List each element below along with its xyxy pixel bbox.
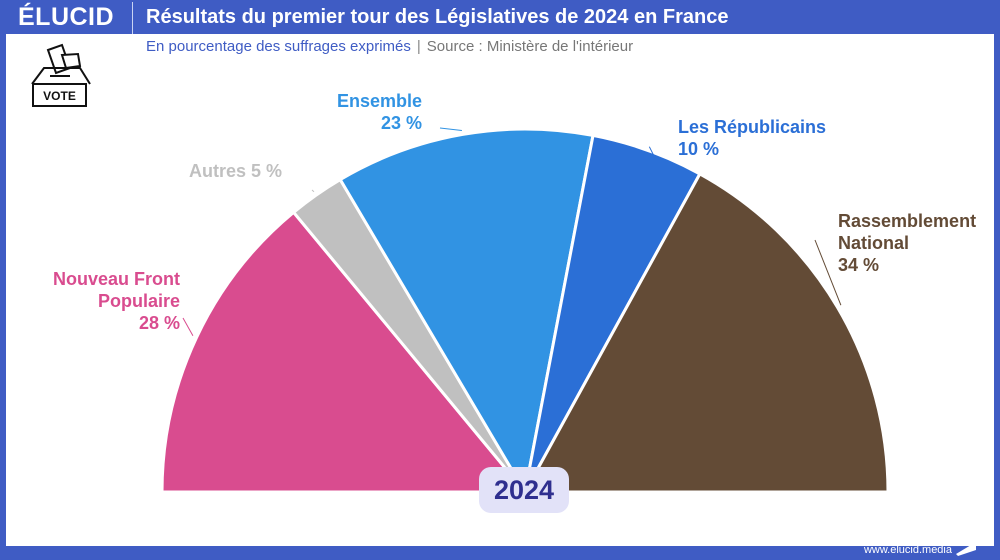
label-ensemble: Ensemble 23 % (330, 90, 422, 134)
label-rn-name: Rassemblement National (838, 211, 977, 253)
leader-line (814, 239, 842, 306)
label-lr-name: Les Républicains (678, 117, 827, 137)
header-divider (132, 2, 133, 36)
label-lr-value: 10 % (678, 139, 720, 159)
slice-ensemble (338, 127, 595, 497)
chart-title: Résultats du premier tour des Législativ… (146, 6, 729, 28)
label-autres-value: 5 % (251, 161, 283, 181)
label-nfp-name: Nouveau Front Populaire (52, 269, 180, 311)
subtitle-separator: | (416, 38, 421, 55)
slice-nouveau-front-populaire (160, 210, 529, 494)
label-nfp: Nouveau Front Populaire 28 % (40, 268, 180, 334)
leader-line (648, 146, 656, 159)
label-ensemble-name: Ensemble (336, 91, 422, 111)
label-nfp-value: 28 % (138, 313, 180, 333)
ballot-box-icon: VOTE (31, 43, 91, 107)
vote-label: VOTE (43, 89, 76, 103)
leader-line (439, 127, 462, 131)
leader-line (182, 317, 194, 336)
label-rn: Rassemblement National 34 % (838, 210, 998, 276)
label-autres-name: Autres (189, 161, 247, 181)
header-bar: ÉLUCID Résultats du premier tour des Lég… (0, 0, 1000, 36)
chart-subtitle: En pourcentage des suffrages exprimés | So… (146, 38, 633, 55)
label-rn-value: 34 % (838, 255, 880, 275)
label-lr: Les Républicains 10 % (678, 116, 826, 160)
footer-url[interactable]: www.elucid.media (863, 544, 952, 556)
subtitle-text: En pourcentage des suffrages exprimés (146, 38, 411, 55)
year-badge: 2024 (479, 467, 569, 513)
elucid-logo: ÉLUCID (18, 3, 115, 31)
source-text: Source : Ministère de l'intérieur (426, 38, 634, 55)
label-ensemble-value: 23 % (380, 113, 422, 133)
slice-rassemblement-national (522, 171, 890, 494)
label-autres: Autres 5 % (189, 160, 282, 182)
leader-line (311, 189, 315, 193)
